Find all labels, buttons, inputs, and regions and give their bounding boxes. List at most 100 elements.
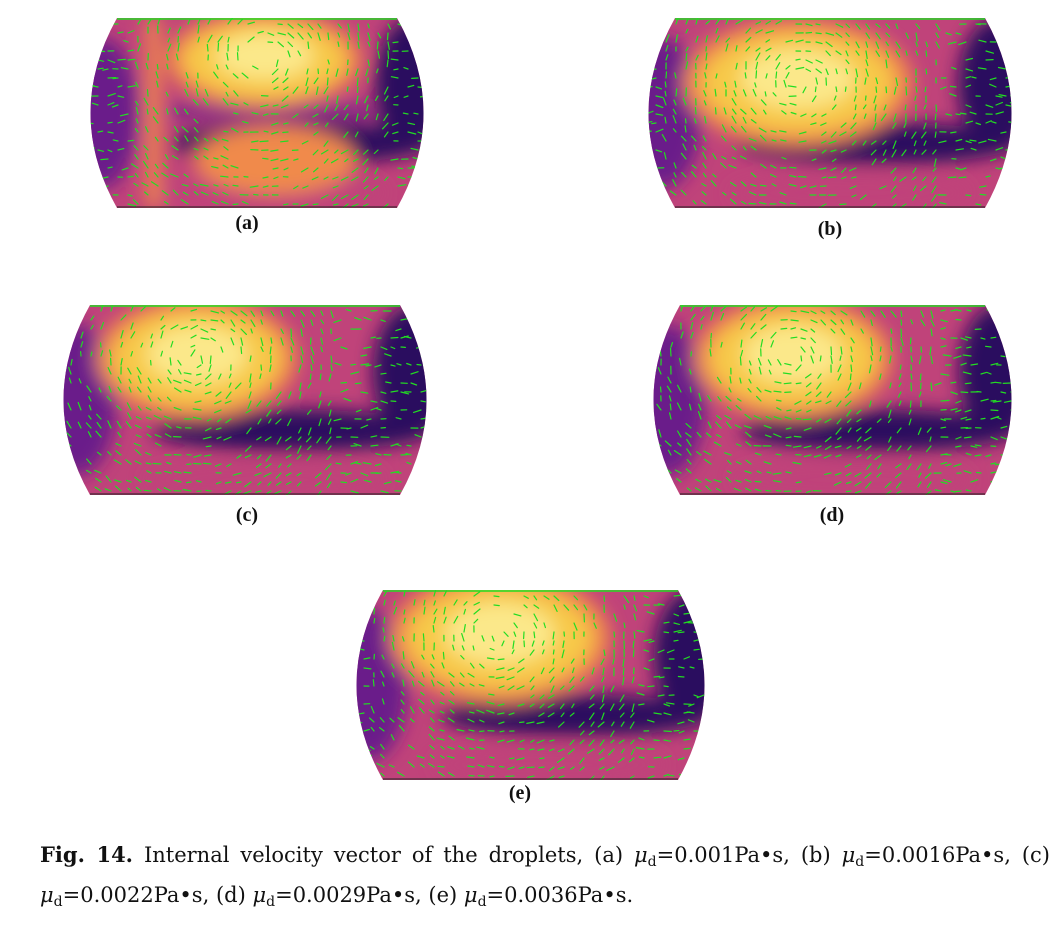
velocity-vector — [200, 191, 209, 196]
velocity-vector — [429, 754, 435, 759]
velocity-vector — [433, 590, 437, 597]
velocity-vector — [686, 766, 695, 769]
velocity-vector — [675, 34, 679, 43]
velocity-vector — [390, 346, 396, 350]
velocity-vector — [220, 155, 229, 160]
velocity-vector — [375, 453, 382, 456]
velocity-vector — [403, 609, 406, 615]
velocity-vector — [690, 135, 697, 142]
velocity-vector — [816, 382, 822, 390]
velocity-vector — [383, 599, 386, 606]
velocity-vector — [1013, 491, 1021, 492]
velocity-vector — [330, 158, 339, 164]
velocity-vector — [141, 182, 149, 187]
velocity-vector — [1005, 148, 1011, 151]
velocity-vector — [673, 613, 680, 617]
velocity-vector — [127, 85, 137, 88]
velocity-vector — [1010, 434, 1012, 438]
velocity-vector — [116, 405, 122, 411]
velocity-vector — [154, 434, 162, 438]
velocity-vector — [653, 461, 658, 465]
velocity-vector — [240, 337, 244, 346]
velocity-vector — [387, 50, 390, 60]
velocity-vector — [879, 373, 882, 380]
velocity-vector — [912, 185, 917, 192]
velocity-vector — [850, 364, 853, 373]
velocity-vector — [344, 729, 351, 732]
velocity-vector — [320, 319, 324, 325]
velocity-vector — [693, 144, 697, 151]
velocity-vector — [655, 113, 664, 116]
velocity-vector — [783, 79, 787, 88]
velocity-vector — [870, 149, 877, 156]
velocity-vector — [578, 721, 585, 728]
velocity-vector — [77, 401, 82, 411]
velocity-vector — [366, 418, 372, 421]
velocity-vector — [236, 52, 239, 61]
velocity-vector — [195, 480, 202, 483]
velocity-vector — [384, 95, 389, 102]
velocity-vector — [344, 667, 351, 668]
velocity-vector — [925, 41, 928, 47]
velocity-vector — [601, 712, 605, 720]
velocity-vector — [461, 645, 465, 651]
velocity-vector — [821, 113, 827, 117]
velocity-vector — [965, 120, 974, 124]
velocity-vector — [858, 382, 862, 390]
velocity-vector — [459, 672, 465, 678]
velocity-vector — [775, 71, 778, 79]
velocity-vector — [940, 481, 948, 485]
velocity-vector — [413, 409, 422, 414]
velocity-vector — [859, 194, 867, 201]
velocity-vector — [467, 765, 475, 768]
velocity-vector — [86, 385, 92, 393]
velocity-vector — [754, 82, 757, 88]
velocity-vector — [790, 336, 798, 339]
velocity-vector — [833, 481, 842, 486]
velocity-vector — [167, 369, 172, 375]
velocity-vector — [739, 356, 742, 366]
velocity-vector — [898, 373, 902, 380]
velocity-vector — [990, 381, 996, 384]
velocity-vector — [431, 472, 435, 473]
velocity-vector — [428, 709, 435, 714]
panel-c — [45, 305, 445, 495]
velocity-vector — [725, 421, 732, 429]
velocity-vector — [125, 479, 132, 483]
velocity-vector — [955, 318, 962, 321]
velocity-vector — [285, 454, 292, 459]
velocity-vector — [979, 193, 987, 196]
velocity-vector — [774, 381, 782, 384]
velocity-vector — [700, 315, 705, 321]
velocity-vector — [467, 672, 475, 678]
velocity-vector — [745, 46, 751, 52]
velocity-vector — [932, 149, 937, 155]
velocity-vector — [688, 368, 692, 375]
velocity-vector — [703, 90, 707, 97]
velocity-vector — [228, 373, 232, 379]
velocity-vector — [641, 401, 647, 402]
velocity-vector — [562, 640, 565, 649]
velocity-vector — [650, 194, 657, 197]
velocity-vector — [825, 41, 833, 48]
velocity-vector — [272, 104, 279, 107]
velocity-vector — [80, 331, 84, 339]
velocity-vector — [953, 355, 962, 359]
velocity-vector — [653, 355, 659, 359]
velocity-vector — [870, 355, 873, 362]
velocity-vector — [970, 479, 979, 483]
velocity-vector — [259, 140, 269, 143]
velocity-vector — [313, 167, 319, 173]
velocity-vector — [760, 324, 767, 330]
velocity-vector — [990, 471, 997, 474]
velocity-vector — [436, 737, 445, 741]
velocity-vector — [865, 427, 872, 434]
velocity-vector — [782, 372, 792, 375]
velocity-vector — [367, 59, 370, 67]
velocity-vector — [117, 431, 122, 438]
velocity-vector — [693, 748, 701, 752]
velocity-vector — [1019, 24, 1026, 27]
velocity-vector — [775, 62, 781, 70]
velocity-vector — [579, 676, 585, 682]
velocity-vector — [390, 364, 396, 367]
